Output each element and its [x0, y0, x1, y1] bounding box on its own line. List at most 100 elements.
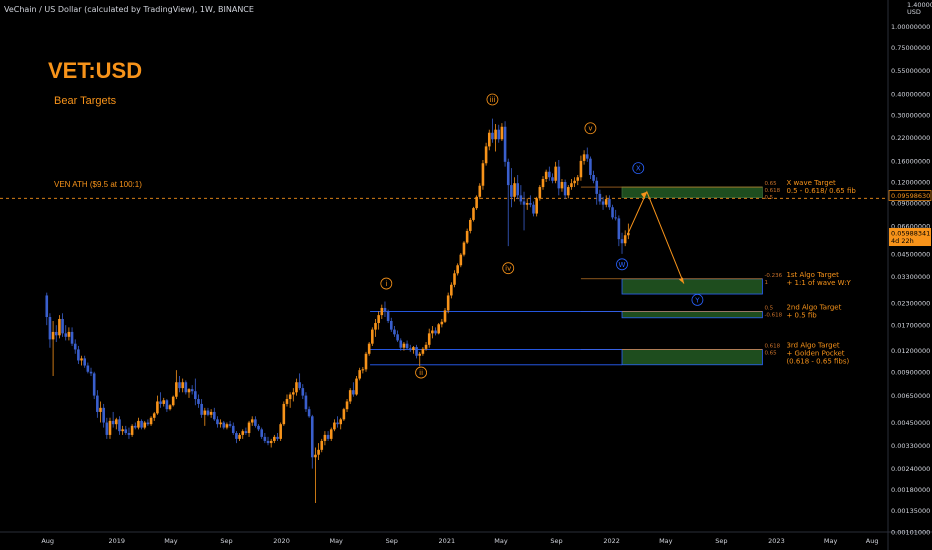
candle-body — [342, 409, 346, 420]
candle-body — [102, 407, 105, 423]
candle-body — [339, 419, 343, 425]
wave-label-circle — [415, 366, 427, 379]
x-tick-label: Aug — [866, 537, 879, 545]
y-tick-label: 0.30000000 — [891, 111, 930, 119]
wave-label-circle — [584, 122, 597, 135]
candle-body — [510, 185, 513, 197]
candle-body — [383, 307, 387, 312]
candle-body — [149, 417, 153, 425]
y-tick-label: 0.00900000 — [891, 368, 930, 376]
candle-body — [519, 195, 523, 202]
candle-body — [292, 392, 295, 395]
candle-body — [162, 400, 166, 404]
candle-body — [86, 365, 90, 372]
candle-body — [579, 160, 583, 178]
candle-body — [282, 403, 286, 425]
candle-body — [307, 409, 311, 417]
y-tick-label: 0.03300000 — [891, 273, 930, 281]
candle-body — [241, 431, 245, 435]
wave-label: iv — [505, 265, 511, 273]
target-label: X wave Target — [786, 179, 836, 187]
candle-body — [92, 373, 96, 396]
candle-body — [538, 187, 542, 199]
arrow-head — [640, 191, 647, 198]
candle-body — [165, 400, 169, 410]
candle-body — [469, 219, 472, 231]
wave-label: X — [636, 165, 641, 173]
candle-body — [601, 201, 605, 205]
candle-body — [424, 344, 428, 349]
candle-body — [231, 425, 235, 434]
candle-body — [443, 310, 447, 322]
candle-body — [336, 422, 339, 425]
candle-body — [304, 395, 308, 410]
candle-body — [522, 201, 526, 205]
candle-body — [159, 401, 162, 404]
wave-label: Y — [694, 296, 700, 304]
wave-label: ii — [419, 369, 423, 377]
candle-body — [317, 449, 320, 455]
symbol-header: VeChain / US Dollar (calculated by Tradi… — [4, 5, 254, 14]
target-label: 0.5 - 0.618/ 0.65 fib — [786, 187, 856, 195]
y-tick-label: 0.00330000 — [891, 442, 930, 450]
candle-body — [532, 204, 535, 214]
candle-body — [374, 323, 377, 330]
candle-body — [96, 395, 99, 412]
wave-label-circle — [632, 162, 645, 175]
wave-label-circle — [502, 262, 515, 275]
candle-body — [566, 187, 570, 196]
candle-body — [506, 161, 510, 186]
candle-body — [402, 343, 406, 348]
fib-label: 0.618 — [764, 343, 780, 349]
candle-body — [295, 382, 298, 393]
candle-body — [247, 422, 251, 434]
candle-body — [585, 154, 589, 159]
y-tick-label: 0.09000000 — [891, 200, 930, 208]
x-tick-label: May — [164, 537, 178, 545]
target-zone — [621, 311, 763, 319]
candle-body — [266, 440, 270, 444]
candle-body — [570, 183, 573, 188]
fib-label: -0.236 — [764, 273, 782, 279]
candle-body — [446, 295, 450, 311]
candle-body — [235, 433, 238, 439]
y-tick-label: 0.06600000 — [891, 222, 930, 230]
y-tick-label: 1.40000000 — [907, 1, 932, 9]
candle-body — [412, 347, 415, 351]
candle-body — [333, 422, 336, 430]
candle-body — [143, 422, 147, 428]
candle-body — [386, 311, 390, 321]
candle-body — [73, 343, 77, 350]
fib-label: 0.618 — [764, 188, 780, 194]
candle-body — [203, 410, 207, 415]
candle-body — [437, 324, 440, 334]
candle-body — [371, 329, 374, 344]
candle-body — [228, 424, 232, 426]
candle-body — [399, 340, 403, 348]
fib-label: 0.5 — [764, 305, 773, 311]
y-tick-label: 0.00650000 — [891, 392, 930, 400]
candle-body — [67, 331, 71, 337]
candle-body — [320, 440, 324, 450]
candle-body — [225, 424, 229, 428]
candle-body — [516, 183, 520, 196]
candle-body — [393, 329, 396, 335]
y-tick-label: 0.12000000 — [891, 178, 930, 186]
candle-body — [481, 163, 485, 186]
candle-body — [273, 436, 276, 441]
x-tick-label: 2020 — [273, 537, 290, 545]
target-label: + Golden Pocket — [786, 349, 844, 357]
price-tag-value: 0.05988341 — [891, 230, 930, 238]
candle-body — [421, 348, 425, 354]
candle-body — [573, 180, 576, 184]
candle-body — [513, 183, 516, 197]
target-zone — [621, 349, 763, 366]
x-tick-label: Sep — [550, 537, 562, 545]
candle-body — [89, 371, 93, 374]
candle-body — [427, 333, 431, 345]
y-tick-label: 0.01200000 — [891, 347, 930, 355]
x-tick-label: May — [494, 537, 508, 545]
candle-body — [108, 420, 112, 435]
candle-body — [560, 181, 564, 189]
